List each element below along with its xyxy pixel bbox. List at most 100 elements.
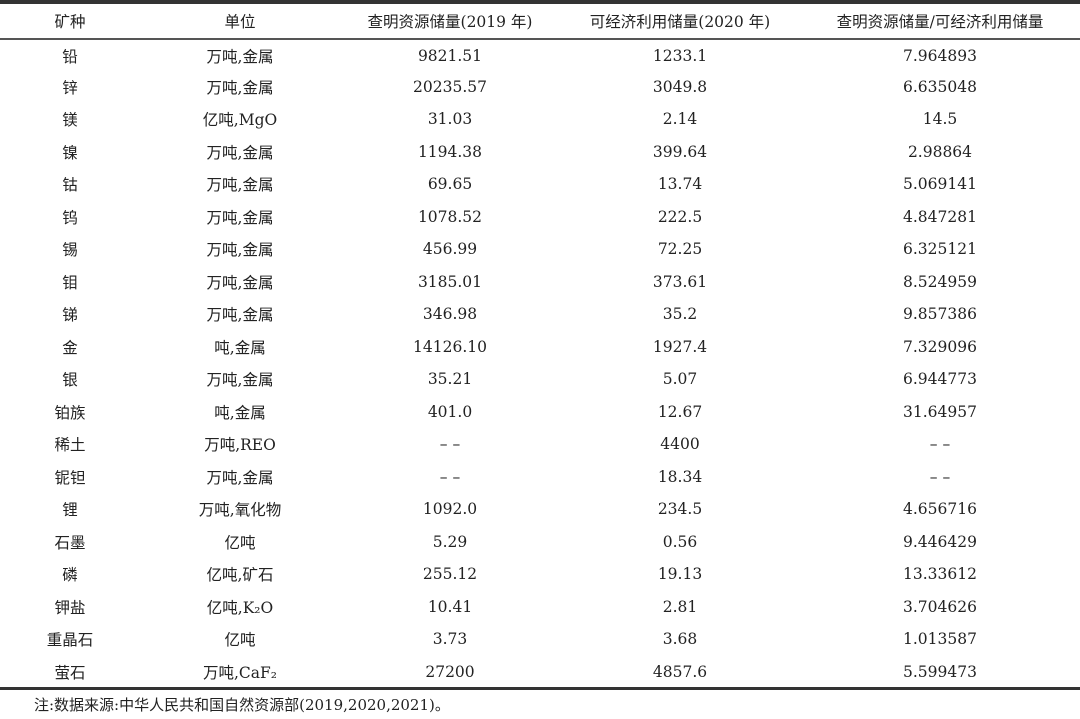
cell-mineral: 钴 (62, 176, 78, 195)
header-rule (0, 38, 1080, 40)
cell-mineral: 磷 (62, 566, 78, 585)
header-mineral: 矿种 (54, 13, 86, 31)
cell-identified-reserves: 255.12 (422, 565, 478, 584)
table-row: 铅 万吨,金属 9821.51 1233.1 7.964893 (0, 38, 1080, 71)
cell-unit: 亿吨,MgO (202, 111, 278, 130)
cell-identified-reserves: 27200 (425, 662, 475, 681)
cell-ratio: 13.33612 (903, 565, 977, 584)
table-row: 磷 亿吨,矿石 255.12 19.13 13.33612 (0, 558, 1080, 591)
cell-ratio: 6.635048 (903, 77, 977, 96)
cell-mineral: 萤石 (54, 663, 86, 682)
cell-economic-reserves: 4857.6 (652, 662, 708, 681)
cell-ratio: 5.069141 (903, 175, 977, 194)
table-row: 镁 亿吨,MgO 31.03 2.14 14.5 (0, 103, 1080, 136)
cell-ratio: – – (929, 467, 951, 486)
cell-economic-reserves: 0.56 (662, 532, 698, 551)
cell-mineral: 金 (62, 338, 78, 357)
cell-unit: 万吨,金属 (206, 78, 274, 97)
cell-economic-reserves: 35.2 (662, 305, 698, 324)
table-row: 萤石 万吨,CaF₂ 27200 4857.6 5.599473 (0, 656, 1080, 689)
cell-unit: 万吨,金属 (206, 241, 274, 260)
cell-mineral: 稀土 (54, 436, 86, 455)
cell-unit: 亿吨 (224, 533, 256, 552)
table-row: 锑 万吨,金属 346.98 35.2 9.857386 (0, 298, 1080, 331)
cell-identified-reserves: – – (439, 467, 461, 486)
cell-economic-reserves: 19.13 (657, 565, 703, 584)
cell-identified-reserves: 10.41 (427, 597, 473, 616)
cell-economic-reserves: 72.25 (657, 240, 703, 259)
cell-mineral: 镍 (62, 143, 78, 162)
header-row: 矿种 单位 查明资源储量(2019 年) 可经济利用储量(2020 年) 查明资… (0, 4, 1080, 38)
table-row: 锌 万吨,金属 20235.57 3049.8 6.635048 (0, 71, 1080, 104)
cell-ratio: 14.5 (922, 110, 958, 129)
cell-identified-reserves: 3.73 (432, 630, 468, 649)
cell-identified-reserves: 1092.0 (422, 500, 478, 519)
cell-unit: 万吨,氧化物 (198, 501, 282, 520)
cell-unit: 万吨,金属 (206, 468, 274, 487)
table-row: 锡 万吨,金属 456.99 72.25 6.325121 (0, 233, 1080, 266)
cell-economic-reserves: 12.67 (657, 402, 703, 421)
cell-unit: 吨,金属 (214, 403, 266, 422)
cell-unit: 万吨,金属 (206, 371, 274, 390)
table-row: 钨 万吨,金属 1078.52 222.5 4.847281 (0, 201, 1080, 234)
cell-identified-reserves: 35.21 (427, 370, 473, 389)
cell-economic-reserves: 5.07 (662, 370, 698, 389)
table-row: 铂族 吨,金属 401.0 12.67 31.64957 (0, 396, 1080, 429)
table-row: 铌钽 万吨,金属 – – 18.34 – – (0, 461, 1080, 494)
cell-economic-reserves: 18.34 (657, 467, 703, 486)
cell-mineral: 石墨 (54, 533, 86, 552)
cell-identified-reserves: 20235.57 (413, 77, 487, 96)
cell-identified-reserves: 69.65 (427, 175, 473, 194)
cell-mineral: 镁 (62, 111, 78, 130)
header-unit: 单位 (224, 13, 256, 31)
cell-economic-reserves: 1927.4 (652, 337, 708, 356)
cell-ratio: 31.64957 (903, 402, 977, 421)
cell-unit: 万吨,金属 (206, 306, 274, 325)
cell-ratio: – – (929, 435, 951, 454)
cell-mineral: 钼 (62, 273, 78, 292)
table-row: 银 万吨,金属 35.21 5.07 6.944773 (0, 363, 1080, 396)
cell-unit: 万吨,REO (204, 436, 276, 455)
cell-mineral: 锌 (62, 78, 78, 97)
cell-economic-reserves: 13.74 (657, 175, 703, 194)
cell-unit: 万吨,CaF₂ (203, 663, 277, 682)
table-row: 镍 万吨,金属 1194.38 399.64 2.98864 (0, 136, 1080, 169)
cell-identified-reserves: 14126.10 (413, 337, 487, 356)
table-top-rule (0, 0, 1080, 4)
cell-economic-reserves: 1233.1 (652, 46, 708, 65)
cell-economic-reserves: 373.61 (652, 272, 708, 291)
table-row: 锂 万吨,氧化物 1092.0 234.5 4.656716 (0, 493, 1080, 526)
cell-mineral: 重晶石 (46, 631, 94, 650)
cell-unit: 万吨,金属 (206, 176, 274, 195)
cell-identified-reserves: 346.98 (422, 305, 478, 324)
cell-economic-reserves: 3.68 (662, 630, 698, 649)
cell-unit: 亿吨,K₂O (206, 598, 274, 617)
cell-unit: 万吨,金属 (206, 208, 274, 227)
cell-ratio: 7.329096 (903, 337, 977, 356)
cell-unit: 亿吨,矿石 (206, 566, 274, 585)
cell-unit: 万吨,金属 (206, 143, 274, 162)
cell-economic-reserves: 234.5 (657, 500, 703, 519)
cell-unit: 万吨,金属 (206, 273, 274, 292)
cell-unit: 亿吨 (224, 631, 256, 650)
cell-mineral: 锂 (62, 501, 78, 520)
cell-ratio: 6.325121 (903, 240, 977, 259)
cell-identified-reserves: 456.99 (422, 240, 478, 259)
cell-identified-reserves: 3185.01 (417, 272, 483, 291)
cell-identified-reserves: 1078.52 (417, 207, 483, 226)
cell-mineral: 铂族 (54, 403, 86, 422)
header-identified-reserves: 查明资源储量(2019 年) (367, 13, 533, 31)
cell-ratio: 4.656716 (903, 500, 977, 519)
cell-identified-reserves: 9821.51 (417, 46, 483, 65)
header-ratio: 查明资源储量/可经济利用储量 (836, 13, 1044, 31)
cell-ratio: 7.964893 (903, 46, 977, 65)
cell-economic-reserves: 399.64 (652, 142, 708, 161)
cell-ratio: 2.98864 (907, 142, 973, 161)
table-row: 钼 万吨,金属 3185.01 373.61 8.524959 (0, 266, 1080, 299)
header-economic-reserves: 可经济利用储量(2020 年) (589, 13, 771, 31)
cell-identified-reserves: 5.29 (432, 532, 468, 551)
source-note: 注:数据来源:中华人民共和国自然资源部(2019,2020,2021)。 (34, 696, 450, 714)
cell-identified-reserves: 1194.38 (417, 142, 483, 161)
cell-ratio: 9.446429 (903, 532, 977, 551)
cell-mineral: 锡 (62, 241, 78, 260)
